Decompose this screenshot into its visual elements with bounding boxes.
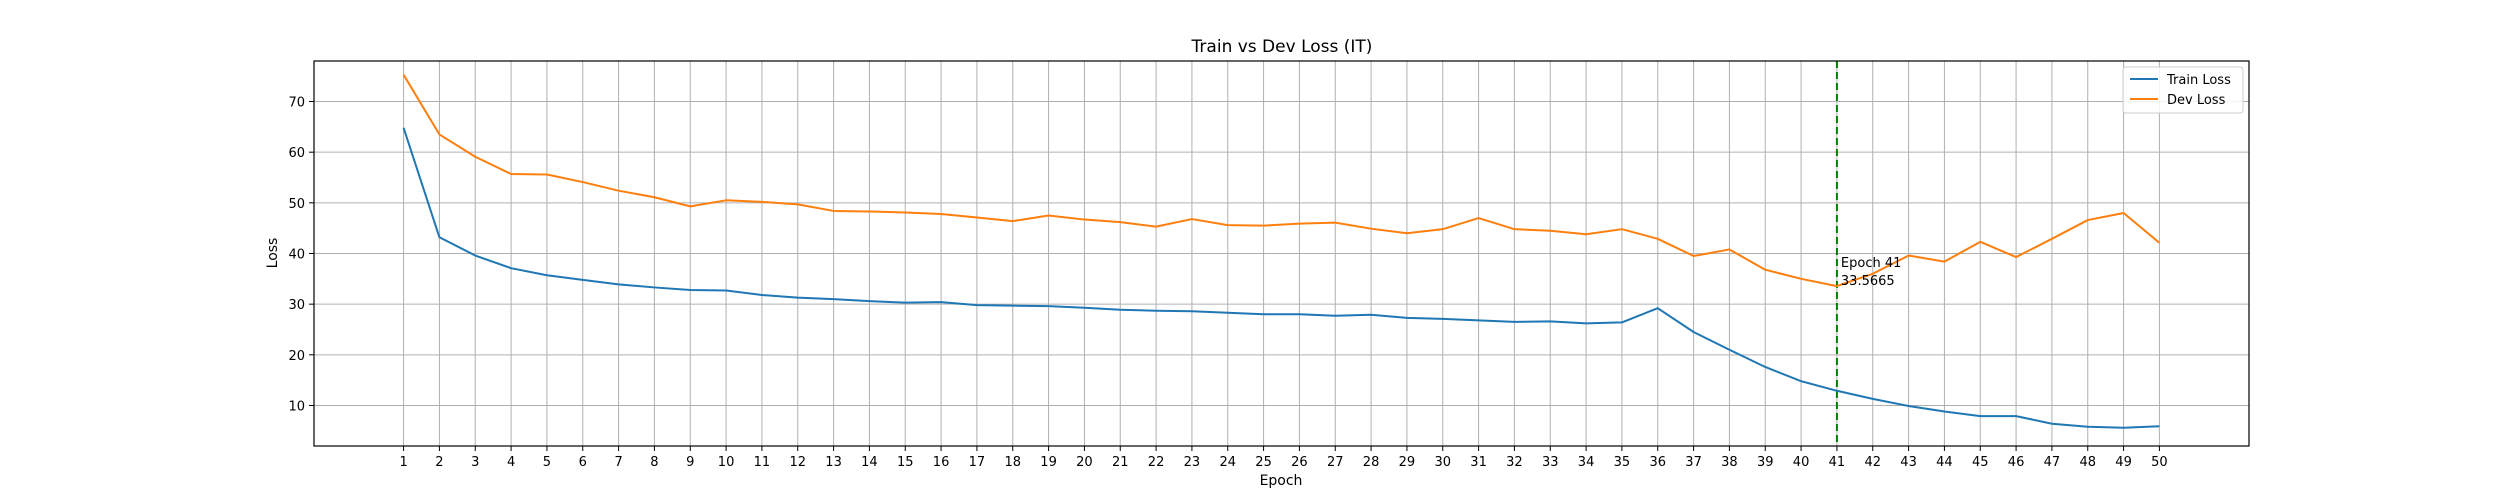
x-tick-label: 48 [2079,455,2096,470]
x-tick-label: 29 [1399,455,1416,470]
series-line-dev-loss [402,74,2161,288]
x-tick-label: 31 [1470,455,1487,470]
x-tick-label: 18 [1004,455,1021,470]
y-axis-ticks: 10 20 30 40 50 60 70 [288,96,314,414]
x-tick-label: 42 [1864,455,1881,470]
y-tick-label: 50 [288,197,305,212]
y-tick-label: 60 [288,146,305,161]
x-tick-label: 33 [1542,455,1559,470]
x-tick-label: 20 [1076,455,1093,470]
x-tick-label: 17 [969,455,986,470]
x-tick-label: 40 [1793,455,1810,470]
x-tick-label: 8 [650,455,658,470]
x-tick-label: 39 [1757,455,1774,470]
x-tick-label: 41 [1829,455,1846,470]
y-tick-label: 70 [288,96,305,111]
x-tick-label: 23 [1184,455,1201,470]
annotation-value-label: 33.5665 [1841,274,1895,289]
series-layer [402,74,2161,429]
x-tick-label: 25 [1255,455,1272,470]
x-tick-label: 13 [825,455,842,470]
x-tick-label: 7 [614,455,622,470]
x-tick-label: 11 [754,455,771,470]
x-tick-label: 27 [1327,455,1344,470]
x-axis-ticks: 1 2 3 4 5 6 7 8 9 10 11 12 13 14 15 16 17 18 19 20 21 22 23 24 2… [399,446,2168,470]
x-tick-label: 30 [1434,455,1451,470]
x-tick-label: 34 [1578,455,1595,470]
x-tick-label: 35 [1614,455,1631,470]
x-tick-label: 12 [789,455,806,470]
y-tick-label: 40 [288,248,305,263]
series-line-train-loss [402,127,2160,429]
legend-label-train-loss: Train Loss [2166,73,2231,88]
x-tick-label: 32 [1506,455,1523,470]
x-tick-label: 4 [507,455,515,470]
x-tick-label: 6 [579,455,587,470]
x-tick-label: 50 [2151,455,2168,470]
legend: Train Loss Dev Loss [2122,66,2244,114]
x-tick-label: 14 [861,455,878,470]
x-tick-label: 45 [1972,455,1989,470]
y-tick-label: 20 [288,349,305,364]
x-tick-label: 44 [1936,455,1953,470]
grid [314,61,2249,446]
x-tick-label: 43 [1900,455,1917,470]
x-tick-label: 26 [1291,455,1308,470]
annotation-epoch-label: Epoch 41 [1841,256,1901,271]
x-tick-label: 19 [1040,455,1057,470]
legend-label-dev-loss: Dev Loss [2167,93,2226,108]
x-tick-label: 1 [399,455,407,470]
x-tick-label: 21 [1112,455,1129,470]
x-tick-label: 3 [471,455,479,470]
x-axis-label: Epoch [1260,473,1303,489]
x-tick-label: 9 [686,455,694,470]
annotation: Epoch 41 33.5665 [1841,256,1901,289]
x-tick-label: 16 [933,455,950,470]
x-tick-label: 22 [1148,455,1165,470]
x-tick-label: 38 [1721,455,1738,470]
x-tick-label: 49 [2115,455,2132,470]
x-tick-label: 15 [897,455,914,470]
y-axis-label: Loss [265,238,281,269]
x-tick-label: 37 [1685,455,1702,470]
x-tick-label: 2 [435,455,443,470]
x-tick-label: 47 [2044,455,2061,470]
x-tick-label: 46 [2008,455,2025,470]
chart-title: Train vs Dev Loss (IT) [1191,37,1373,57]
x-tick-label: 28 [1363,455,1380,470]
x-tick-label: 5 [543,455,551,470]
x-tick-label: 10 [718,455,735,470]
y-tick-label: 30 [288,298,305,313]
x-tick-label: 36 [1649,455,1666,470]
x-tick-label: 24 [1219,455,1236,470]
y-tick-label: 10 [288,399,305,414]
